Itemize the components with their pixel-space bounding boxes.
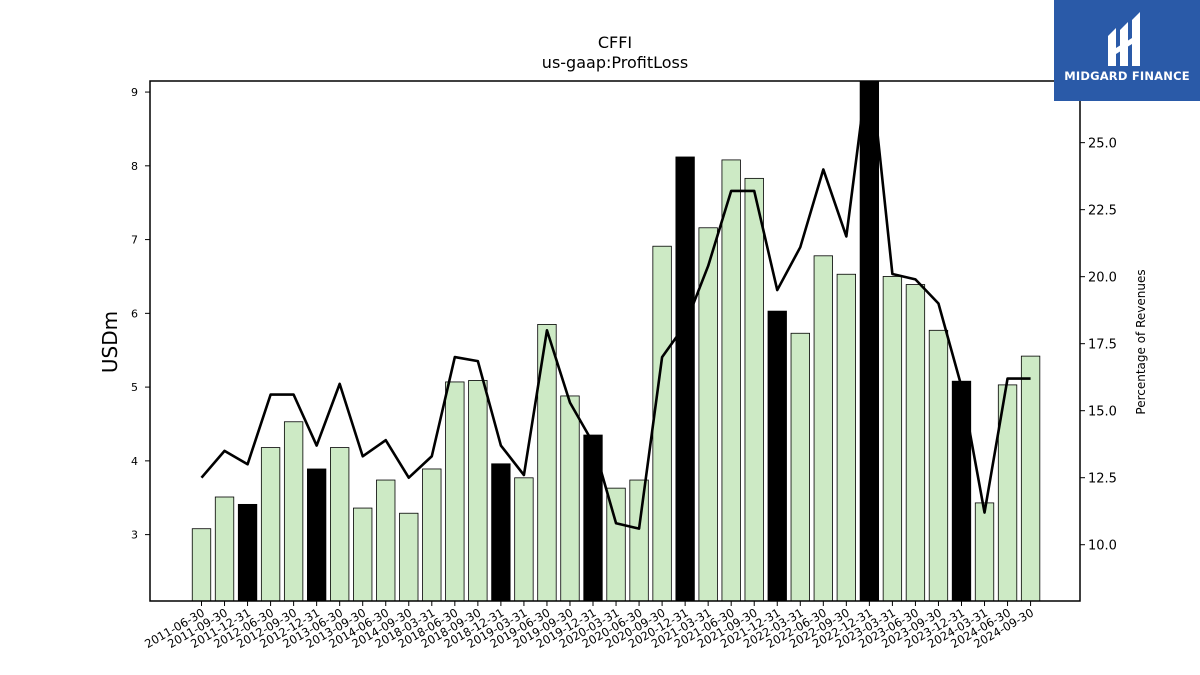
bar (721, 159, 741, 601)
bar (652, 245, 672, 601)
bar (283, 421, 304, 601)
bar (468, 380, 488, 601)
bar (882, 276, 903, 601)
line-layer (200, 81, 1031, 530)
bar (951, 380, 972, 601)
bar (306, 468, 327, 601)
bar (445, 381, 465, 601)
bar (560, 395, 580, 601)
bar (1020, 355, 1041, 601)
bar (583, 434, 603, 601)
bar (767, 310, 787, 601)
y2-tick-label: 17.5 (1088, 338, 1117, 353)
bar (836, 273, 856, 601)
bar (260, 447, 281, 601)
y-tick-label: 6 (131, 307, 138, 320)
y-axis-label: USDm (98, 311, 122, 373)
bar (353, 507, 373, 601)
y2-tick-label: 12.5 (1088, 472, 1117, 487)
bar (422, 468, 442, 601)
bar (491, 463, 511, 601)
bar (974, 502, 995, 601)
bar (675, 156, 695, 601)
bar (698, 227, 718, 601)
y2-tick-label: 10.0 (1088, 539, 1117, 554)
bar (744, 177, 764, 601)
bar (905, 284, 926, 601)
y-tick-label: 8 (131, 160, 138, 173)
y2-tick-label: 22.5 (1088, 204, 1117, 219)
y2-tick-label: 20.0 (1088, 271, 1117, 286)
bar (859, 81, 880, 601)
bar (237, 503, 258, 601)
bar (537, 323, 557, 601)
y-tick-label: 5 (131, 381, 138, 394)
midgard-logo-icon (1108, 12, 1140, 66)
y2-tick-label: 15.0 (1088, 405, 1117, 420)
y-tick-label: 4 (131, 455, 138, 468)
y2-axis-label: Percentage of Revenues (1134, 269, 1148, 414)
bar (214, 496, 235, 601)
chart-title: CFFI (598, 33, 632, 52)
bar (399, 512, 419, 601)
brand-logo: MIDGARD FINANCE (1054, 0, 1200, 101)
bar (813, 255, 833, 601)
bar (629, 479, 649, 601)
chart-subtitle: us-gaap:ProfitLoss (542, 53, 688, 72)
bar (514, 477, 534, 601)
brand-logo-text: MIDGARD FINANCE (1064, 69, 1190, 83)
bar (790, 332, 810, 601)
bar (928, 329, 949, 601)
axes-layer: 345678910.012.515.017.520.022.525.02011-… (131, 80, 1117, 651)
y-tick-label: 9 (131, 86, 138, 99)
y-tick-label: 7 (131, 234, 138, 247)
plot-frame (149, 80, 1081, 602)
bar (330, 447, 350, 601)
y-tick-label: 3 (131, 529, 138, 542)
y2-tick-label: 25.0 (1088, 137, 1117, 152)
bars-layer (191, 81, 1041, 601)
bar (191, 528, 212, 601)
percentage-line (200, 81, 1031, 530)
bar (376, 479, 396, 601)
